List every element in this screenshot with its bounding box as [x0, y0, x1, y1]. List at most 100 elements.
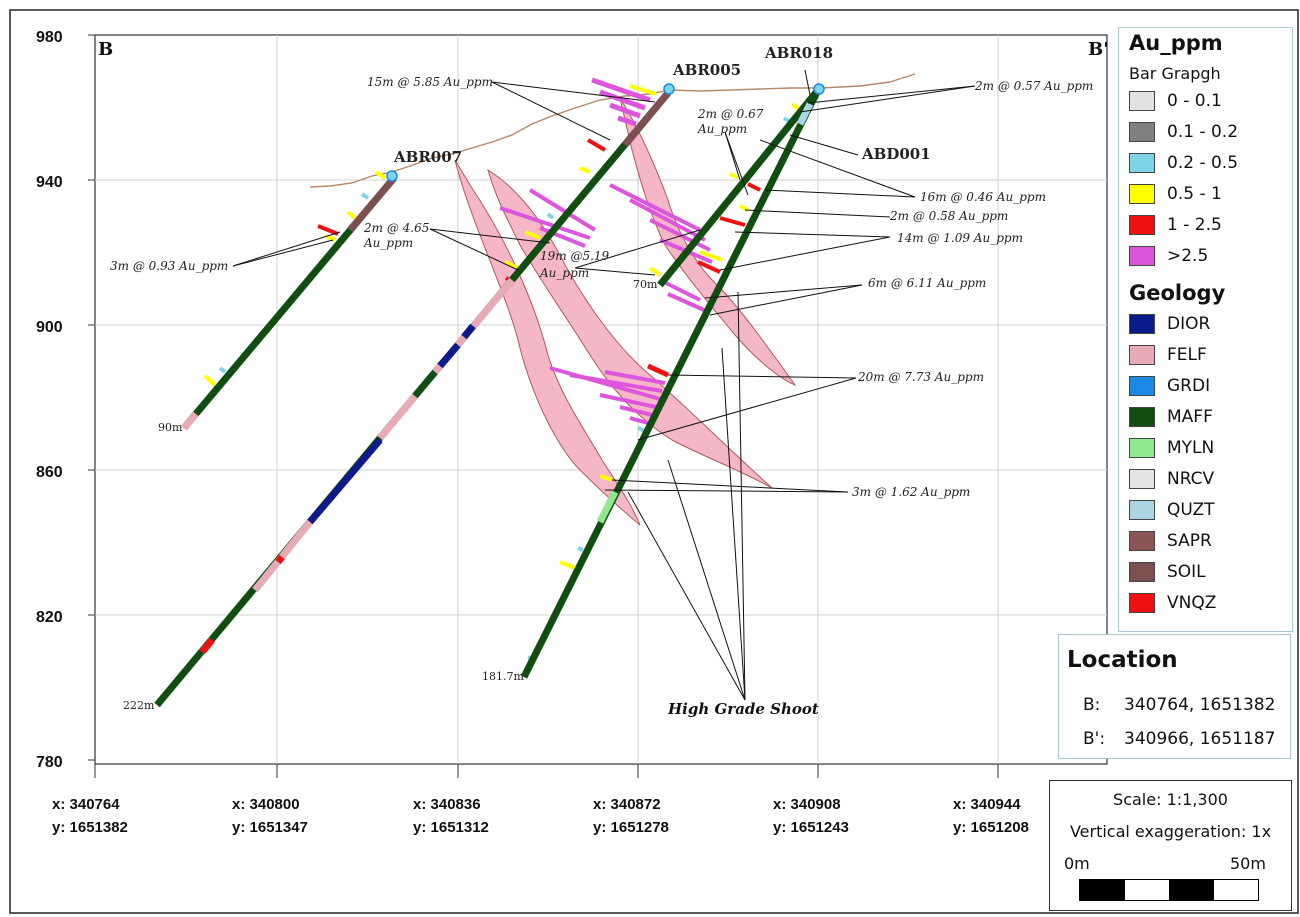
legend-swatch	[1129, 531, 1155, 551]
location-b-value: 340764, 1651382	[1124, 695, 1276, 715]
legend-item-au-5: >2.5	[1129, 244, 1208, 268]
x-tick-label-y: y: 1651243	[773, 819, 849, 836]
x-tick-label-x: x: 340944	[953, 796, 1021, 813]
au-bar	[591, 77, 651, 103]
leader-line	[667, 459, 746, 701]
location-bp-value: 340966, 1651187	[1124, 729, 1276, 749]
legend-swatch	[1129, 593, 1155, 613]
au-bar	[504, 260, 519, 270]
au-bar	[203, 374, 217, 387]
leader-lines	[232, 69, 976, 701]
leader-line	[744, 209, 891, 218]
x-tick-label-y: y: 1651347	[232, 819, 308, 836]
drillhole-label-abr005: ABR005	[672, 61, 741, 79]
scale-bar-segment	[1213, 880, 1258, 900]
leader-line	[667, 374, 857, 379]
leader-line	[429, 228, 551, 244]
legend-swatch	[1129, 184, 1155, 204]
scale-bar	[1079, 879, 1259, 901]
leader-line	[574, 229, 701, 269]
intercept-label: 6m @ 6.11 Au_ppm	[868, 276, 986, 290]
drillhole-abr005-felf	[252, 519, 313, 593]
leader-line	[709, 284, 863, 316]
intercept-label: 2m @ 0.57 Au_ppm	[974, 79, 1093, 93]
au-bar	[539, 226, 586, 248]
legend-swatch	[1129, 215, 1155, 235]
au-bar	[346, 210, 357, 220]
leader-line	[627, 491, 746, 701]
au-bar	[719, 216, 746, 227]
legend-swatch	[1129, 438, 1155, 458]
au-bar	[697, 260, 721, 274]
legend-item-label: SOIL	[1167, 562, 1206, 582]
leader-line	[491, 81, 611, 141]
au-bar	[599, 474, 613, 482]
legend-item-geo-7: SAPR	[1129, 529, 1212, 553]
legend-item-geo-6: QUZT	[1129, 498, 1215, 522]
drillhole-label-abd001: ABD001	[861, 145, 931, 163]
legend-item-label: FELF	[1167, 345, 1207, 365]
leader-line	[232, 231, 341, 267]
depth-label-abr007: 90m	[158, 421, 183, 434]
scale-text: Scale: 1:1,300	[1113, 790, 1228, 809]
legend-item-label: MAFF	[1167, 407, 1213, 427]
section-start-label: B	[98, 39, 113, 60]
leader-line	[789, 134, 859, 156]
depth-label-abd001: 181.7m	[482, 670, 524, 683]
au-bar	[218, 366, 227, 374]
au-bar	[374, 170, 387, 180]
plot-frame	[94, 34, 1108, 765]
au-bar	[747, 182, 761, 192]
au-bar	[648, 266, 662, 277]
au-bar	[577, 546, 584, 552]
au-bar	[646, 363, 670, 378]
legend-swatch	[1129, 345, 1155, 365]
legend-item-label: DIOR	[1167, 314, 1211, 334]
y-tick-label: 940	[36, 174, 63, 191]
legend-panel: Au_ppm Bar Grapgh 0 - 0.1 0.1 - 0.2 0.2 …	[1118, 27, 1293, 632]
intercept-label: 3m @ 0.93 Au_ppm	[110, 259, 228, 273]
legend-item-label: 0.5 - 1	[1167, 184, 1222, 204]
leader-line	[799, 85, 976, 113]
au-bar	[667, 292, 705, 312]
felf-body-central	[487, 168, 773, 489]
leader-line	[491, 81, 656, 103]
intercept-label: 19m @5.19	[540, 249, 610, 263]
au-bar	[619, 405, 653, 417]
legend-item-label: 0.1 - 0.2	[1167, 122, 1239, 142]
legend-item-label: QUZT	[1167, 500, 1215, 520]
au-bar	[317, 224, 339, 236]
x-axis: x: 340764 y: 1651382 x: 340800 y: 165134…	[52, 764, 1029, 836]
au-bar	[546, 212, 555, 220]
au-bar	[609, 102, 641, 119]
legend-au-title: Au_ppm	[1129, 31, 1223, 55]
legend-item-label: >2.5	[1167, 246, 1209, 266]
au-bar	[649, 218, 711, 252]
legend-swatch	[1129, 91, 1155, 111]
legend-item-label: SAPR	[1167, 531, 1212, 551]
drillhole-abd001-myln	[596, 490, 619, 524]
legend-item-label: GRDI	[1167, 376, 1211, 396]
leader-line	[764, 189, 916, 198]
legend-item-geo-3: MAFF	[1129, 405, 1213, 429]
intercept-label: 2m @ 0.58 Au_ppm	[889, 209, 1008, 223]
au-bar	[629, 198, 706, 242]
au-bar	[699, 250, 723, 262]
leader-line	[232, 239, 334, 267]
drillhole-abr007-felf	[181, 411, 199, 431]
x-tick-label-x: x: 340800	[232, 796, 300, 813]
legend-swatch	[1129, 314, 1155, 334]
legend-swatch	[1129, 407, 1155, 427]
legend-swatch	[1129, 122, 1155, 142]
legend-swatch	[1129, 469, 1155, 489]
legend-item-geo-0: DIOR	[1129, 312, 1210, 336]
leader-line	[721, 347, 746, 701]
leader-line	[637, 377, 857, 441]
legend-item-label: 0 - 0.1	[1167, 91, 1222, 111]
intercept-label: Au_ppm	[697, 122, 747, 136]
leader-line	[611, 479, 849, 493]
drillhole-abd001-quzt	[796, 102, 814, 126]
leader-line	[759, 139, 916, 198]
au-bar	[604, 370, 666, 385]
scale-bar-zero-label: 0m	[1064, 854, 1090, 873]
